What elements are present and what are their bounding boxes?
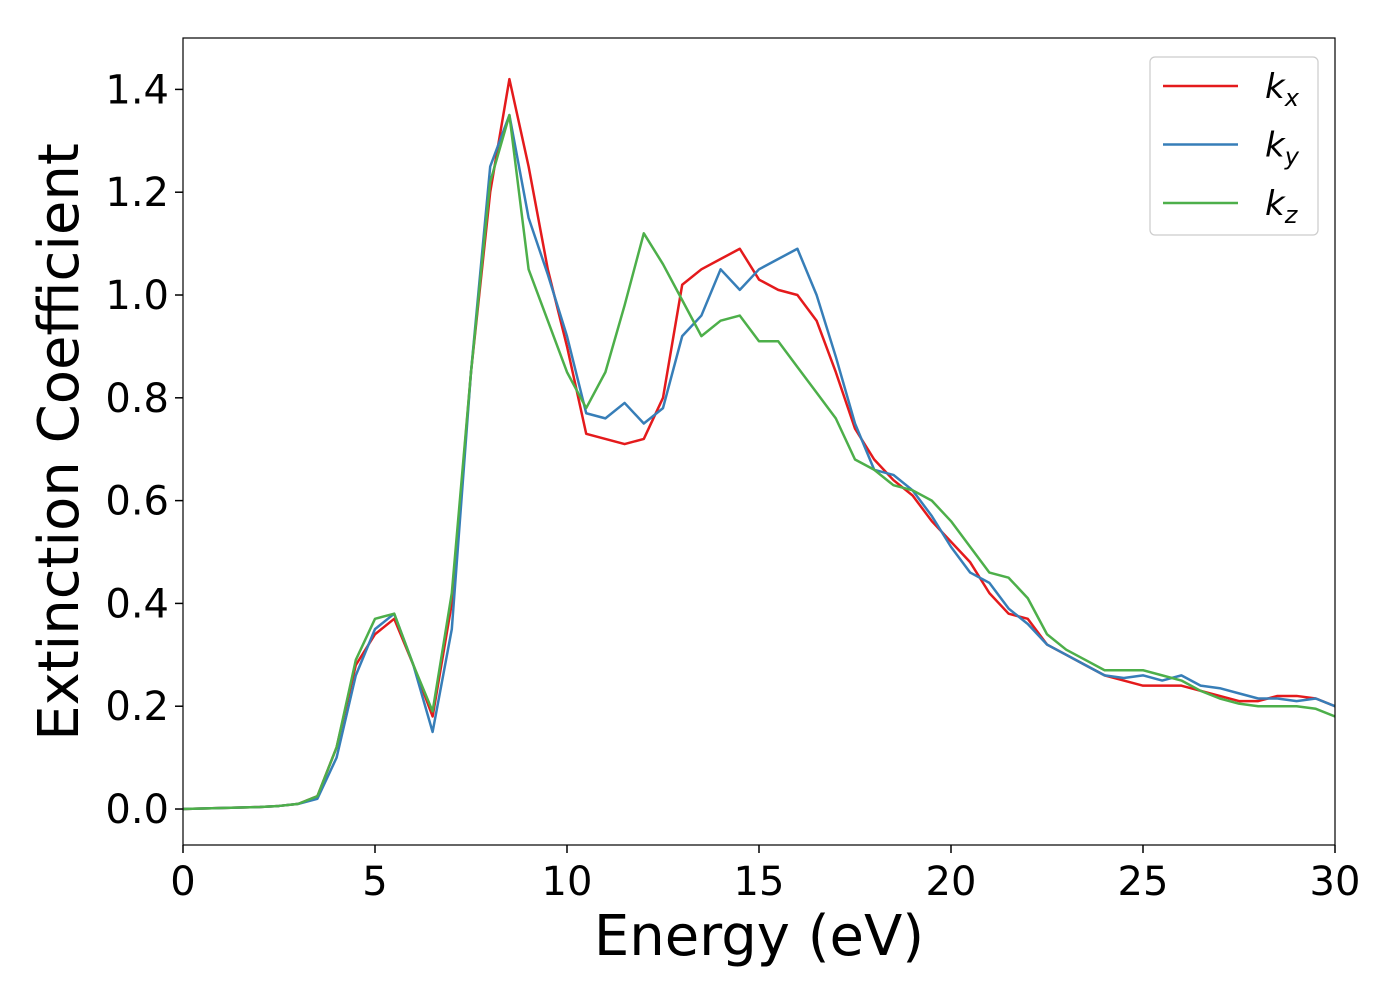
y-tick-label: 0.4	[105, 581, 169, 627]
data-line	[183, 77, 1335, 811]
x-tick-label: 25	[1118, 859, 1169, 905]
y-tick-label: 0.0	[105, 787, 169, 833]
plot-frame	[182, 37, 1336, 846]
x-tick-label: 30	[1310, 859, 1361, 905]
legend-label: ky	[1265, 126, 1300, 171]
y-tick-label: 0.2	[105, 684, 169, 730]
x-tick-label: 20	[926, 859, 977, 905]
data-line	[183, 113, 1335, 811]
legend-box	[1149, 56, 1319, 236]
x-axis-label: Energy (eV)	[594, 904, 924, 969]
y-tick-label: 0.8	[105, 376, 169, 422]
x-tick-label: 15	[734, 859, 785, 905]
y-tick-label: 1.0	[105, 273, 169, 319]
y-tick-label: 0.6	[105, 479, 169, 525]
y-axis-label: Extinction Coefficient	[27, 143, 92, 741]
x-tick-label: 5	[362, 859, 387, 905]
legend-label: kz	[1265, 184, 1299, 229]
y-tick-label: 1.4	[105, 67, 169, 113]
data-line	[183, 113, 1335, 811]
legend-label: kx	[1265, 67, 1300, 112]
x-tick-label: 10	[542, 859, 593, 905]
y-tick-label: 1.2	[105, 170, 169, 216]
x-tick-label: 0	[170, 859, 195, 905]
